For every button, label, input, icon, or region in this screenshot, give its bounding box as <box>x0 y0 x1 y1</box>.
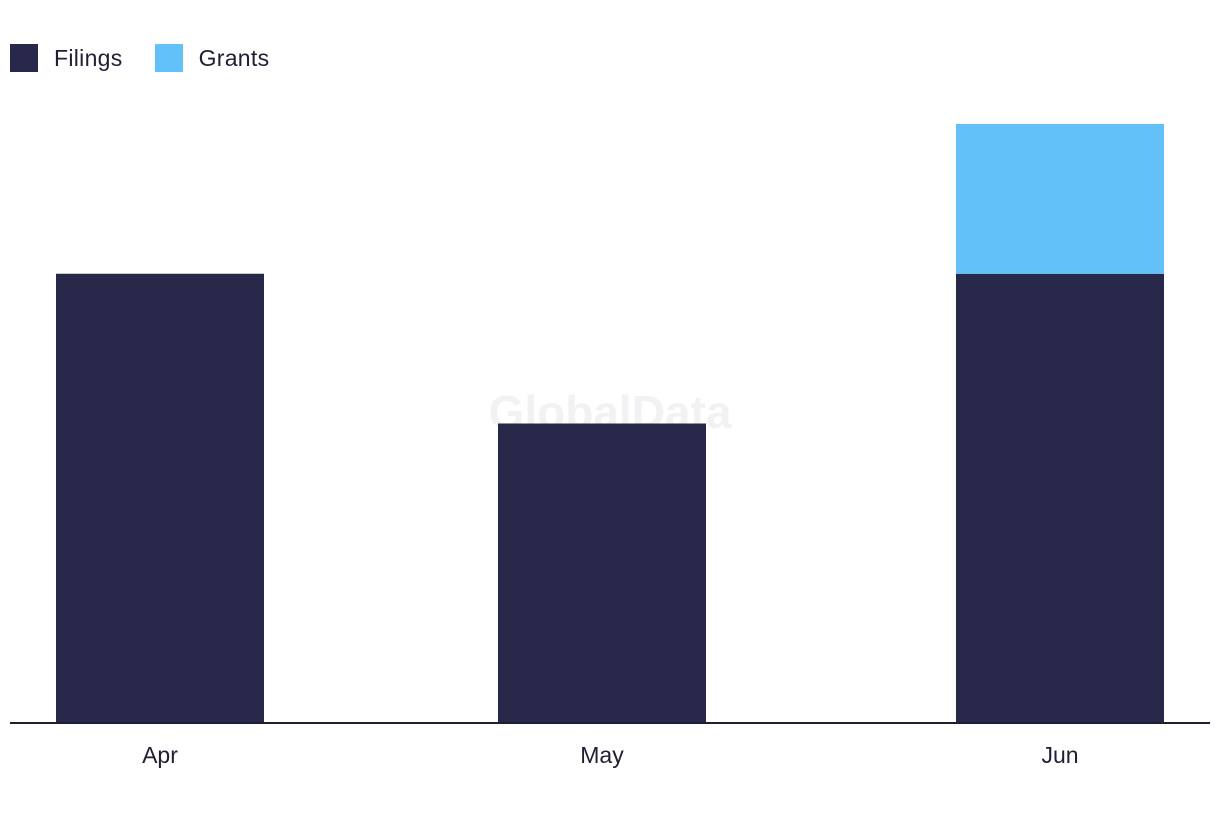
legend-label-filings: Filings <box>54 44 123 71</box>
bar-filings-apr <box>56 273 264 723</box>
x-axis-ticks: Apr May Jun <box>142 742 1078 768</box>
bars-group <box>56 124 1164 723</box>
x-tick-label-apr: Apr <box>142 742 178 768</box>
legend-swatch-grants <box>154 44 183 72</box>
x-tick-label-may: May <box>580 742 624 768</box>
chart-legend: Filings Grants <box>10 44 301 72</box>
bar-filings-jun <box>956 273 1164 723</box>
bar-filings-may <box>498 423 706 723</box>
legend-item-grants: Grants <box>154 44 270 72</box>
x-tick-label-jun: Jun <box>1041 742 1078 768</box>
bar-grants-jun <box>956 124 1164 274</box>
legend-swatch-filings <box>10 44 38 72</box>
legend-item-filings: Filings <box>10 44 123 72</box>
legend-label-grants: Grants <box>198 44 270 71</box>
